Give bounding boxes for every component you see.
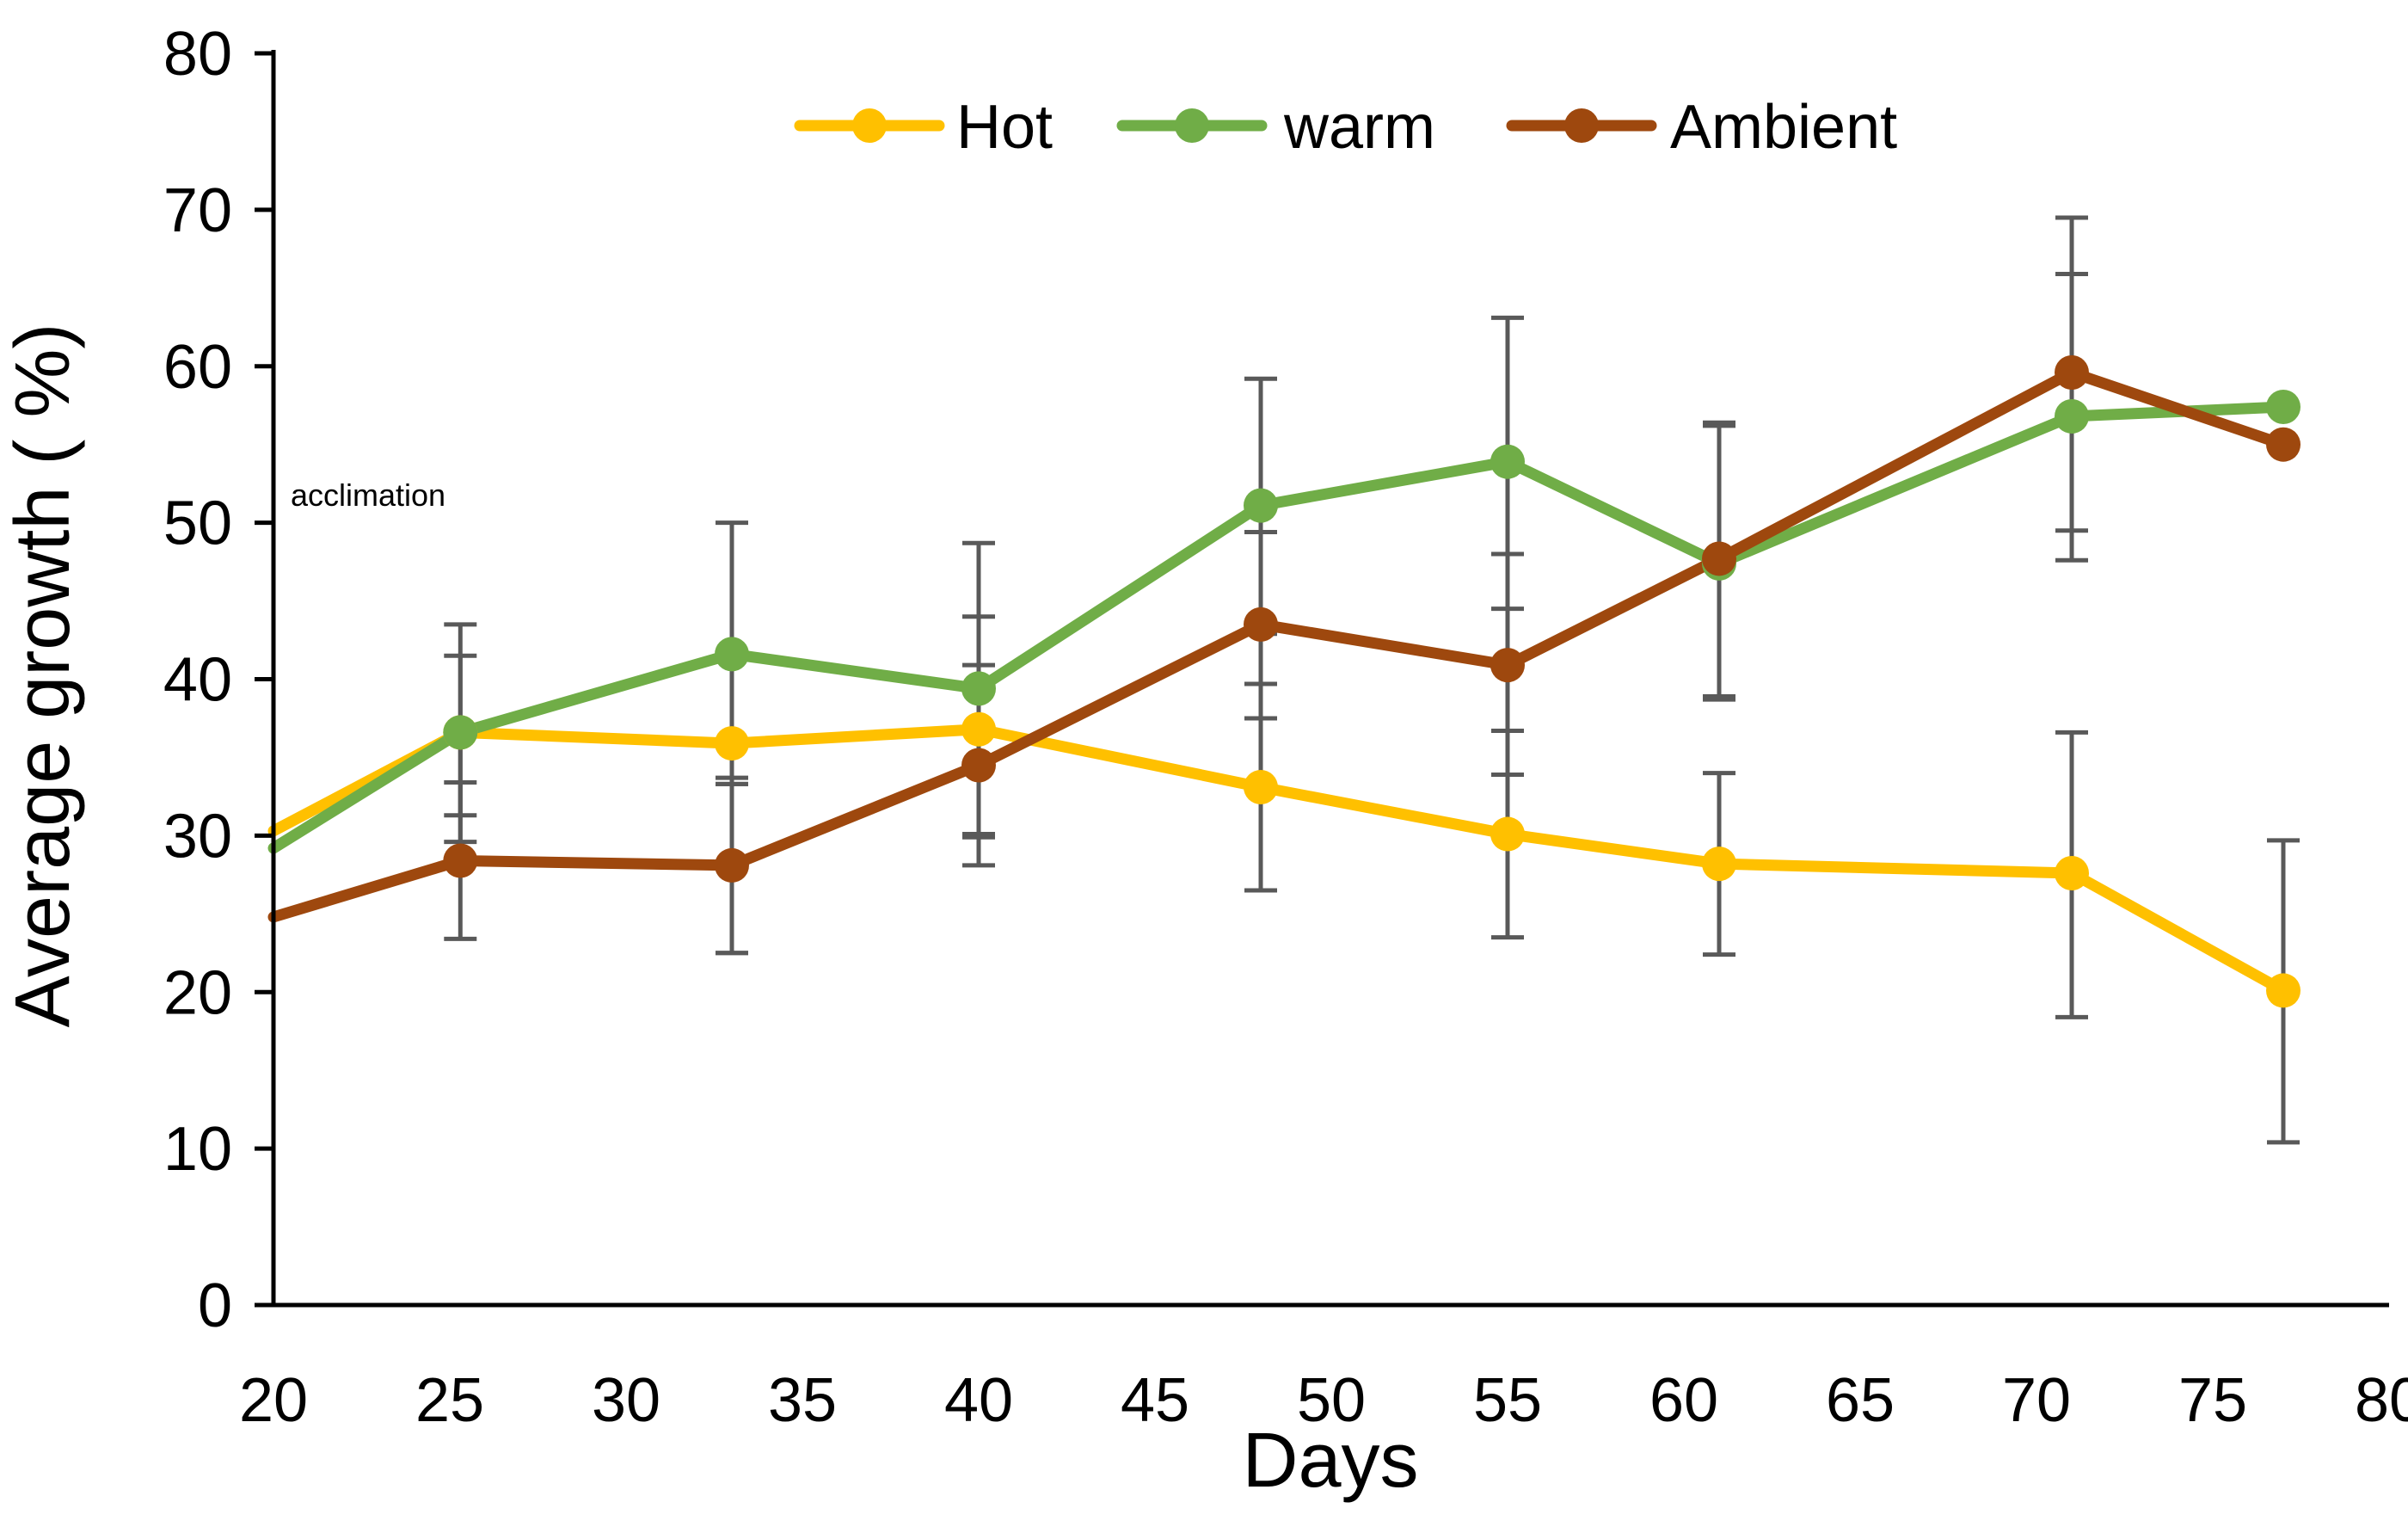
data-point-ambient: [715, 847, 749, 883]
x-tick-label: 60: [1649, 1366, 1718, 1435]
x-tick-label: 70: [2002, 1366, 2071, 1435]
data-point-ambient: [1702, 541, 1736, 576]
data-point-hot: [715, 726, 749, 761]
series-markers-layer: [443, 355, 2300, 1008]
x-tick-label: 65: [1826, 1366, 1895, 1435]
axes-layer: 0 10 20 30 40 50 60 70 80 20 25 30 35 40 45 50 55 60 65 70 7…: [163, 20, 2408, 1435]
data-point-ambient: [2055, 355, 2089, 391]
x-axis-title: Days: [1242, 1418, 1418, 1504]
series-lines-layer: [267, 366, 2289, 996]
data-point-warm: [443, 715, 478, 750]
y-tick-label: 10: [163, 1115, 232, 1184]
y-tick-label: 30: [163, 802, 232, 871]
x-tick-label: 80: [2355, 1366, 2408, 1435]
data-point-hot: [2266, 973, 2300, 1008]
legend-ambient-label: Ambient: [1670, 93, 1897, 162]
legend-ambient-marker: [1564, 108, 1599, 143]
data-point-warm: [2266, 390, 2300, 425]
data-point-hot: [1244, 769, 1278, 804]
y-tick-label: 20: [163, 958, 232, 1027]
data-point-warm: [961, 671, 996, 706]
legend-hot-label: Hot: [956, 93, 1053, 162]
y-axis-title: Average growth ( %): [0, 323, 86, 1028]
data-point-hot: [1702, 847, 1736, 882]
y-tick-label: 60: [163, 333, 232, 402]
x-tick-label: 75: [2178, 1366, 2247, 1435]
error-bars-layer: [444, 215, 2300, 1145]
y-tick-label: 80: [163, 20, 232, 89]
x-tick-label: 45: [1121, 1366, 1189, 1435]
x-tick-label: 40: [944, 1366, 1013, 1435]
legend-warm-marker: [1175, 108, 1209, 143]
x-tick-label: 55: [1473, 1366, 1542, 1435]
x-tick-label: 30: [592, 1366, 660, 1435]
x-tick-label: 20: [239, 1366, 308, 1435]
y-tick-label: 70: [163, 176, 232, 245]
data-point-ambient: [1244, 606, 1278, 642]
y-tick-label: 50: [163, 489, 232, 558]
data-point-warm: [715, 637, 749, 672]
x-tick-label: 35: [768, 1366, 837, 1435]
x-tick-label: 50: [1297, 1366, 1366, 1435]
y-tick-label: 40: [163, 646, 232, 715]
data-point-ambient: [2266, 427, 2300, 462]
data-point-ambient: [443, 843, 478, 878]
data-point-ambient: [961, 748, 996, 783]
data-point-warm: [1490, 444, 1525, 479]
data-point-warm: [2055, 398, 2089, 434]
data-point-hot: [961, 711, 996, 747]
legend: Hot warm Ambient: [794, 93, 1897, 162]
y-tick-label: 0: [198, 1271, 232, 1340]
data-point-warm: [1244, 488, 1278, 523]
x-tick-label: 25: [415, 1366, 484, 1435]
legend-warm-label: warm: [1283, 93, 1435, 162]
data-point-ambient: [1490, 648, 1525, 683]
data-point-hot: [1490, 816, 1525, 852]
acclimation-annotation: acclimation: [291, 477, 445, 513]
data-point-hot: [2055, 856, 2089, 891]
legend-hot-marker: [852, 108, 887, 143]
